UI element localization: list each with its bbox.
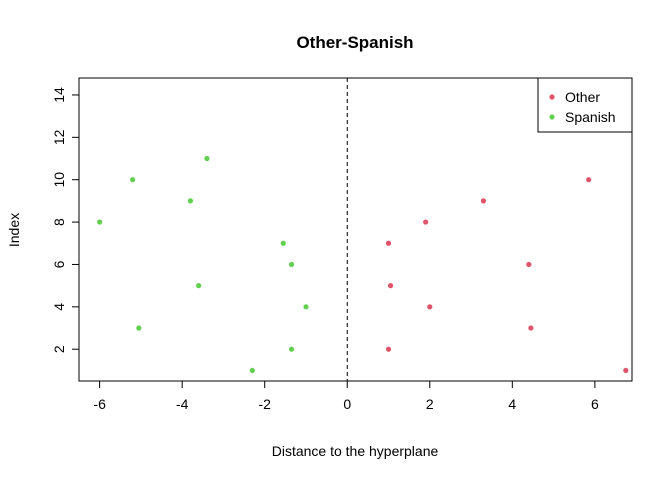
point-other	[385, 240, 392, 246]
x-tick-label: -6	[93, 396, 106, 412]
legend-box	[537, 77, 633, 133]
point-spanish	[288, 261, 295, 268]
data-points	[97, 155, 629, 374]
point-spanish	[204, 155, 210, 162]
point-other	[423, 219, 429, 225]
x-tick-label: 2	[426, 396, 434, 412]
chart-title: Other-Spanish	[296, 33, 413, 52]
point-other	[586, 177, 592, 183]
y-tick-label: 12	[51, 129, 67, 145]
legend-label-other: Other	[565, 89, 600, 105]
legend-marker-spanish	[549, 114, 555, 120]
y-tick-label: 2	[51, 345, 67, 353]
point-other	[427, 304, 433, 310]
point-spanish	[280, 240, 286, 246]
y-tick-label: 6	[51, 260, 67, 268]
point-spanish	[136, 325, 142, 331]
y-axis: 2 4 6 8 10 12 14	[51, 87, 79, 353]
point-spanish	[196, 283, 202, 289]
legend: Other Spanish	[537, 77, 633, 133]
point-spanish	[187, 198, 194, 204]
point-spanish	[303, 304, 309, 310]
legend-label-spanish: Spanish	[565, 109, 616, 125]
point-spanish	[288, 346, 295, 352]
point-other	[526, 261, 532, 268]
point-spanish	[97, 219, 103, 225]
x-tick-label: 6	[591, 396, 599, 412]
point-other	[528, 325, 534, 331]
point-spanish	[249, 367, 255, 374]
x-tick-label: 4	[508, 396, 516, 412]
y-tick-label: 4	[51, 303, 67, 311]
point-other	[387, 283, 394, 289]
y-tick-label: 14	[51, 87, 67, 103]
y-axis-label: Index	[6, 213, 22, 247]
x-tick-label: 0	[343, 396, 351, 412]
x-axis: -6 -4 -2 0 2 4 6	[93, 381, 599, 412]
x-tick-label: -4	[176, 396, 189, 412]
x-axis-label: Distance to the hyperplane	[272, 443, 439, 459]
y-tick-label: 8	[51, 218, 67, 226]
x-tick-label: -2	[258, 396, 271, 412]
y-tick-label: 10	[51, 172, 67, 188]
point-other	[385, 346, 392, 352]
point-spanish	[130, 177, 136, 183]
point-other	[480, 198, 487, 204]
point-other	[623, 367, 629, 374]
legend-marker-other	[549, 94, 555, 100]
plot-frame	[78, 77, 633, 382]
